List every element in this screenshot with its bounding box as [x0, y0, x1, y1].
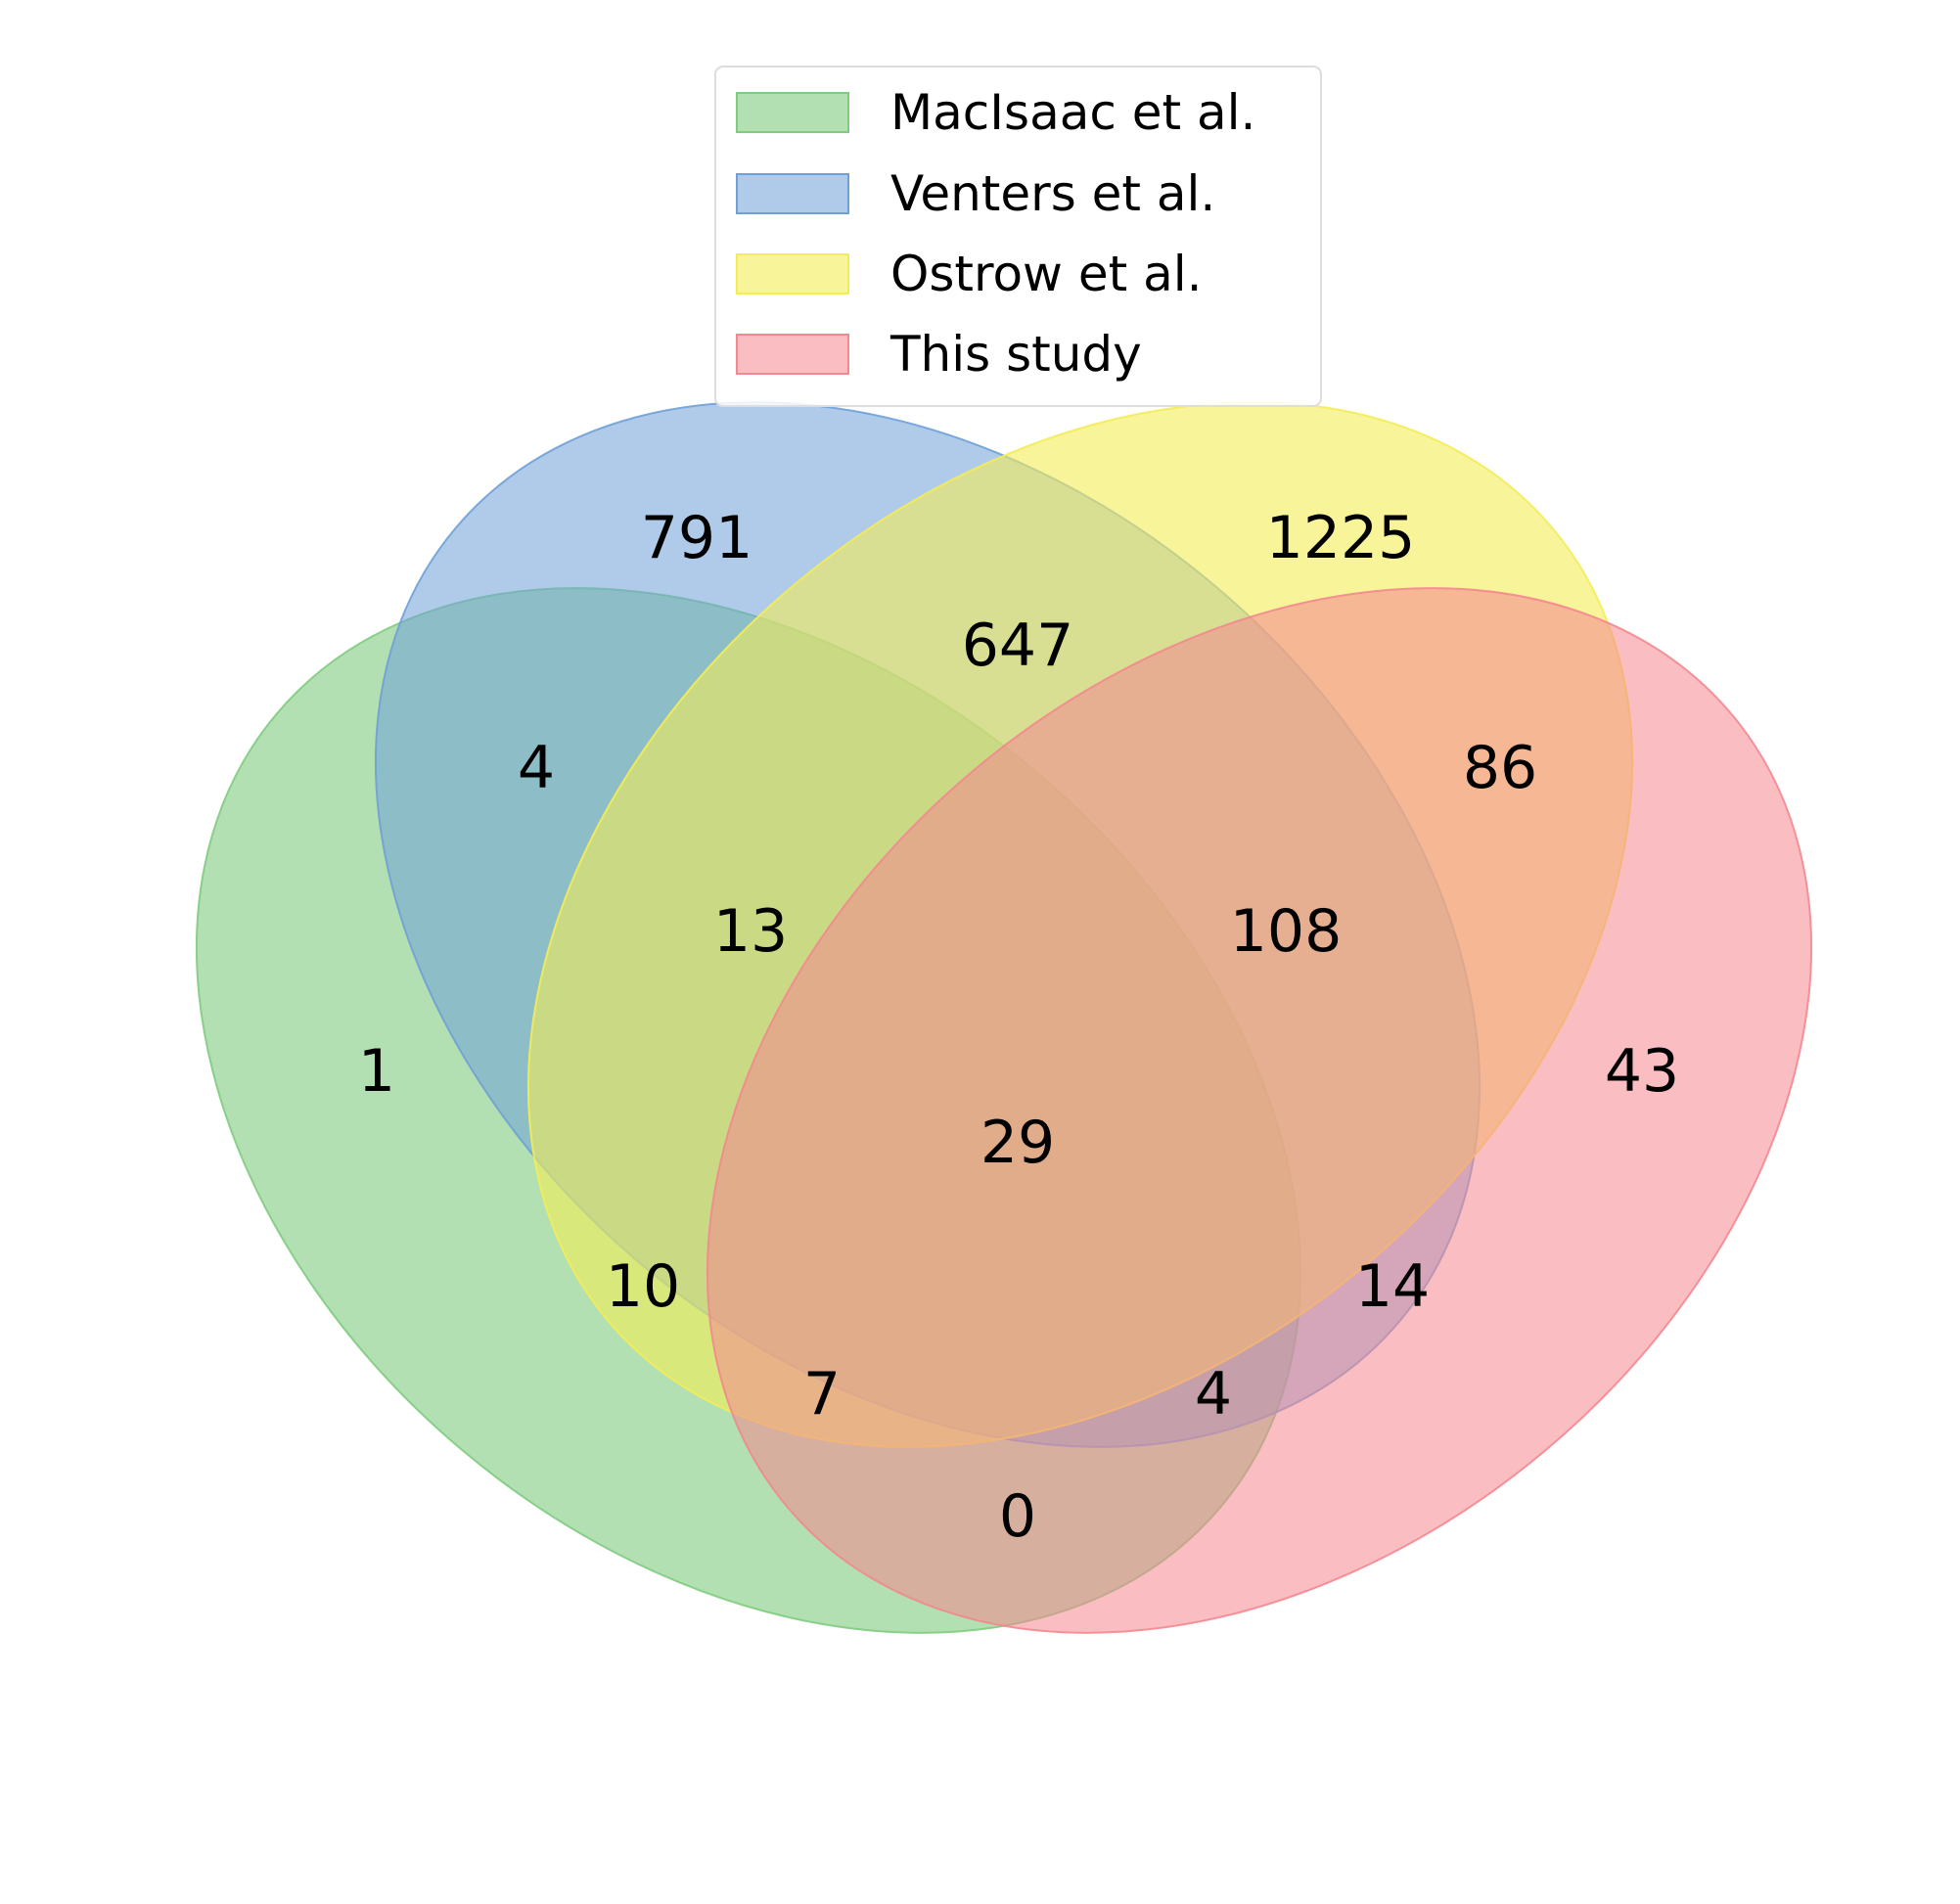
- region-label-macisaac-venters-this: 4: [1195, 1360, 1232, 1428]
- region-label-ostrow-this: 86: [1463, 734, 1537, 802]
- legend: MacIsaac et al. Venters et al. Ostrow et…: [714, 66, 1322, 407]
- region-label-macisaac-venters-ostrow: 13: [713, 897, 788, 966]
- legend-swatch-this-study: [736, 334, 849, 375]
- legend-label-ostrow: Ostrow et al.: [890, 246, 1203, 302]
- set-ellipses: [196, 401, 1812, 1634]
- region-label-macisaac-ostrow-this: 7: [803, 1360, 841, 1428]
- region-label-macisaac-venters: 4: [518, 734, 555, 802]
- region-label-venters-ostrow: 647: [962, 612, 1074, 680]
- legend-label-this-study: This study: [889, 326, 1142, 383]
- region-label-all-four: 29: [980, 1109, 1055, 1177]
- region-labels: 791 1225 647 4 86 13 108 1 43 29 10 14 7…: [358, 504, 1679, 1551]
- region-label-ostrow: 1225: [1266, 504, 1416, 572]
- legend-swatch-macisaac: [736, 92, 849, 133]
- region-label-venters: 791: [641, 504, 753, 572]
- legend-frame: [714, 66, 1322, 407]
- region-label-macisaac-this: 0: [999, 1482, 1036, 1551]
- legend-swatch-ostrow: [736, 253, 849, 295]
- region-label-venters-this: 14: [1355, 1252, 1430, 1321]
- region-label-this: 43: [1605, 1037, 1679, 1106]
- region-label-macisaac: 1: [358, 1037, 395, 1106]
- legend-swatch-venters: [736, 173, 849, 214]
- legend-label-venters: Venters et al.: [890, 165, 1215, 222]
- region-label-venters-ostrow-this: 108: [1230, 897, 1343, 966]
- legend-label-macisaac: MacIsaac et al.: [890, 84, 1255, 141]
- ellipse-this-study: [707, 587, 1812, 1634]
- region-label-macisaac-ostrow: 10: [606, 1252, 680, 1321]
